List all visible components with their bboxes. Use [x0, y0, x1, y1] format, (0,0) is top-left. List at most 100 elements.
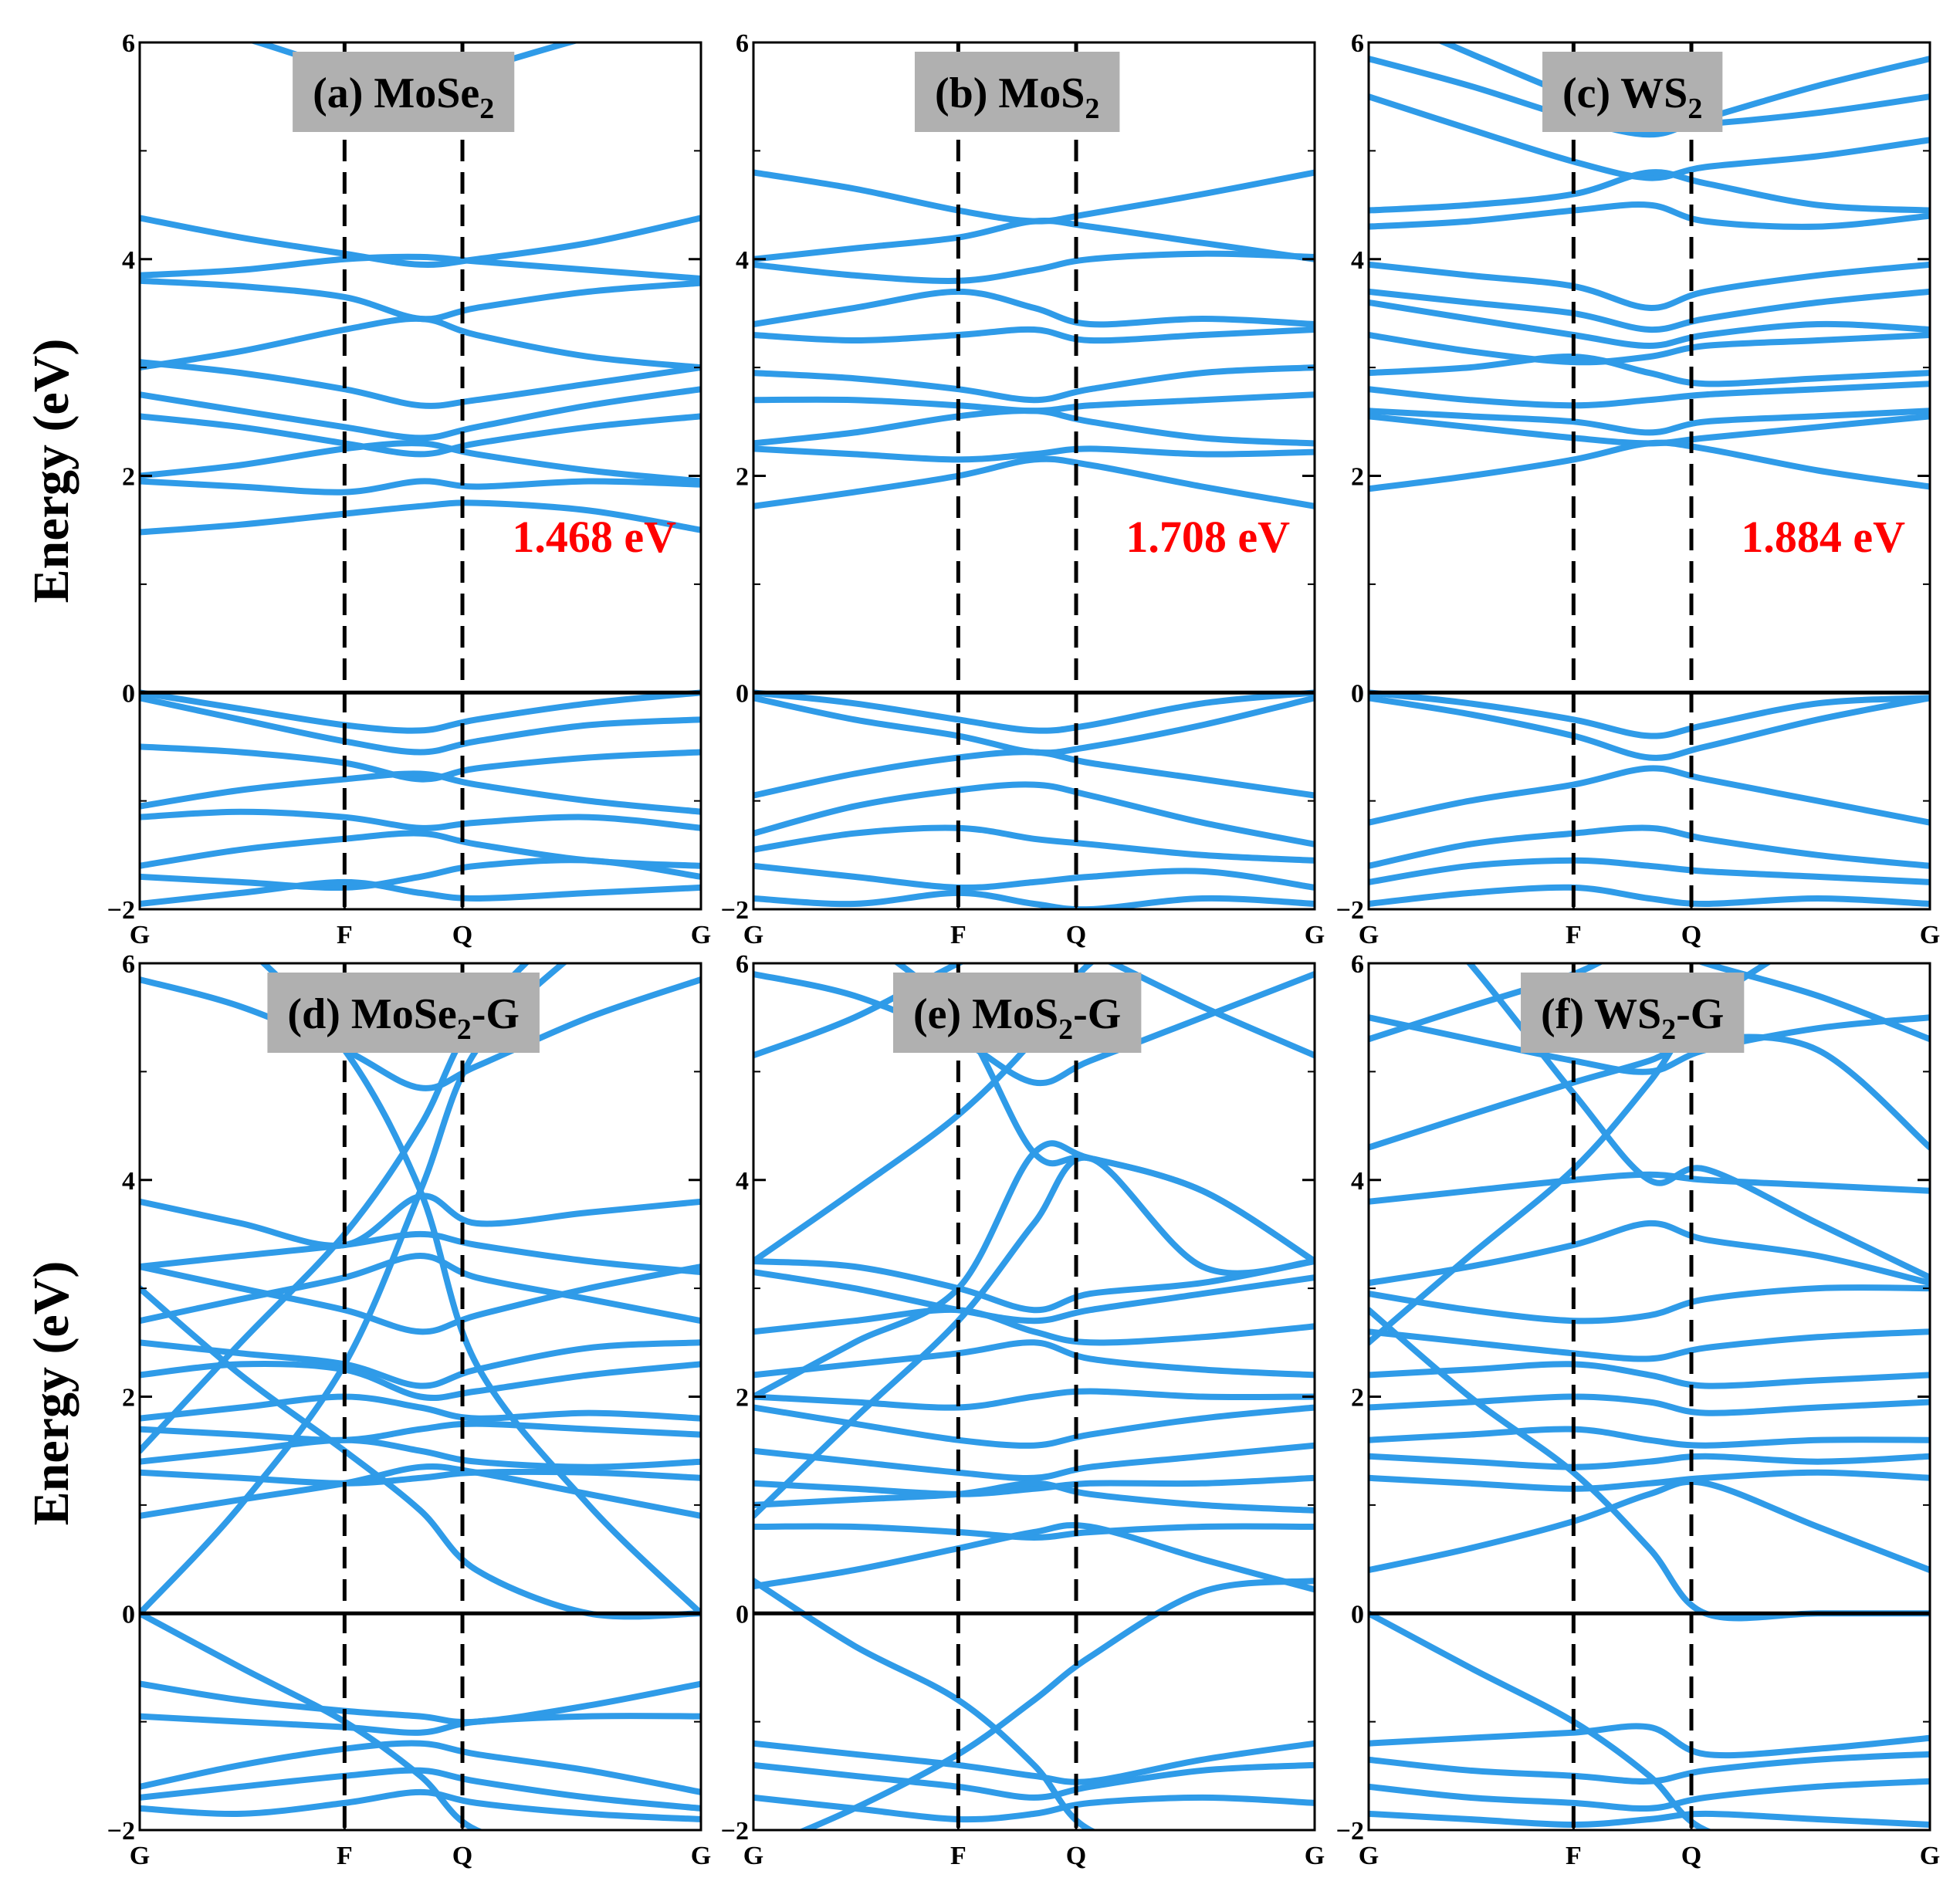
y-tick-label: 2 [736, 1384, 749, 1413]
band-line-13 [1369, 1453, 1930, 1470]
y-tick-label: 2 [122, 463, 135, 492]
band-line-7 [1369, 288, 1930, 333]
band-line-6 [140, 359, 701, 409]
panel-title-main: (b) MoS [935, 69, 1085, 117]
band-line-6 [753, 364, 1315, 404]
panel-title-main: (a) MoSe [313, 69, 479, 117]
band-line-5 [1369, 201, 1930, 230]
band-line-19 [753, 1578, 1098, 1830]
band-line-9 [140, 440, 701, 485]
band-line-4 [1369, 963, 1772, 1346]
title-box [914, 52, 1120, 132]
panel-title: (c) WS2 [1562, 69, 1702, 125]
band-line-12 [140, 689, 701, 734]
x-tick-label-G: G [130, 1842, 150, 1870]
band-line-20 [140, 1740, 701, 1795]
y-tick-label: 4 [1351, 1167, 1364, 1196]
band-line-19 [1369, 1751, 1930, 1785]
title-box [293, 52, 515, 132]
band-line-12 [1369, 1426, 1930, 1449]
band-line-21 [140, 1767, 701, 1812]
band-line-4 [140, 963, 568, 1617]
band-line-15 [753, 824, 1315, 864]
band-line-22 [140, 1788, 701, 1822]
panel-title-tail: -G [472, 990, 520, 1038]
panel-title-subscript: 2 [457, 1013, 472, 1046]
band-line-7 [140, 1253, 701, 1325]
y-tick-label: 4 [122, 246, 135, 275]
x-tick-label-G: G [691, 1842, 711, 1870]
x-tick-label-F: F [337, 921, 353, 949]
panel-title-main: (c) WS [1562, 69, 1687, 117]
bands-group [140, 42, 701, 907]
band-line-18 [140, 857, 701, 891]
band-line-3 [259, 963, 701, 1617]
band-line-3 [753, 963, 1095, 1264]
band-line-22 [753, 1794, 1315, 1823]
y-tick-label: 4 [122, 1167, 135, 1196]
title-box [267, 973, 540, 1053]
band-line-14 [753, 781, 1315, 848]
band-line-5 [140, 315, 701, 371]
band-line-8 [1369, 1284, 1930, 1325]
band-line-6 [1369, 1171, 1930, 1205]
y-tick-label: 0 [122, 679, 135, 708]
band-line-14 [140, 743, 701, 783]
band-line-12 [753, 1404, 1315, 1449]
bands-group [140, 963, 701, 1830]
x-tick-label-F: F [950, 1842, 966, 1870]
x-tick-label-G: G [1359, 1842, 1379, 1870]
band-line-2 [753, 963, 1315, 1059]
band-line-12 [140, 1420, 701, 1443]
band-line-13 [140, 695, 701, 756]
band-line-6 [753, 1154, 1315, 1519]
band-line-13 [753, 749, 1315, 799]
band-line-15 [753, 1480, 1315, 1514]
panel-title: (a) MoSe2 [313, 69, 494, 125]
band-line-1 [753, 169, 1315, 225]
bands-group [753, 169, 1315, 909]
band-line-4 [1369, 169, 1930, 214]
band-line-16 [753, 862, 1315, 891]
y-axis-label-top: Energy (eV) [23, 339, 80, 604]
band-line-7 [140, 386, 701, 442]
band-line-11 [753, 689, 1315, 734]
y-tick-label: 0 [1351, 679, 1364, 708]
band-line-1 [1369, 56, 1930, 138]
band-line-15 [1369, 689, 1930, 739]
y-tick-label: −2 [107, 1817, 135, 1846]
y-tick-label: −2 [721, 896, 749, 925]
band-line-18 [140, 1713, 701, 1736]
y-tick-label: 0 [736, 679, 749, 708]
panel-title: (f) WS2-G [1541, 990, 1724, 1046]
plot-frame [1367, 962, 1931, 1832]
band-line-13 [140, 1436, 701, 1470]
band-line-15 [140, 770, 701, 815]
x-tick-label-G: G [1305, 921, 1325, 949]
band-line-1 [140, 976, 701, 1091]
band-line-11 [1369, 381, 1930, 409]
y-tick-label: 2 [122, 1384, 135, 1413]
band-line-21 [753, 1761, 1315, 1801]
y-tick-label: 0 [736, 1600, 749, 1629]
panel-title-subscript: 2 [1085, 93, 1099, 125]
y-tick-label: 0 [1351, 1600, 1364, 1629]
band-line-14 [1369, 439, 1930, 492]
band-line-7 [1369, 1220, 1930, 1287]
band-line-5 [753, 326, 1315, 344]
band-line-11 [140, 499, 701, 536]
panel-title-subscript: 2 [479, 93, 494, 125]
x-tick-label-Q: Q [452, 1842, 472, 1870]
band-line-10 [140, 1361, 701, 1402]
y-tick-label: −2 [107, 896, 135, 925]
x-tick-label-G: G [691, 921, 711, 949]
band-line-9 [753, 445, 1315, 463]
band-line-5 [140, 1193, 701, 1249]
band-line-20 [1369, 1778, 1930, 1812]
band-line-3 [1369, 93, 1930, 181]
band-line-9 [140, 1339, 701, 1389]
